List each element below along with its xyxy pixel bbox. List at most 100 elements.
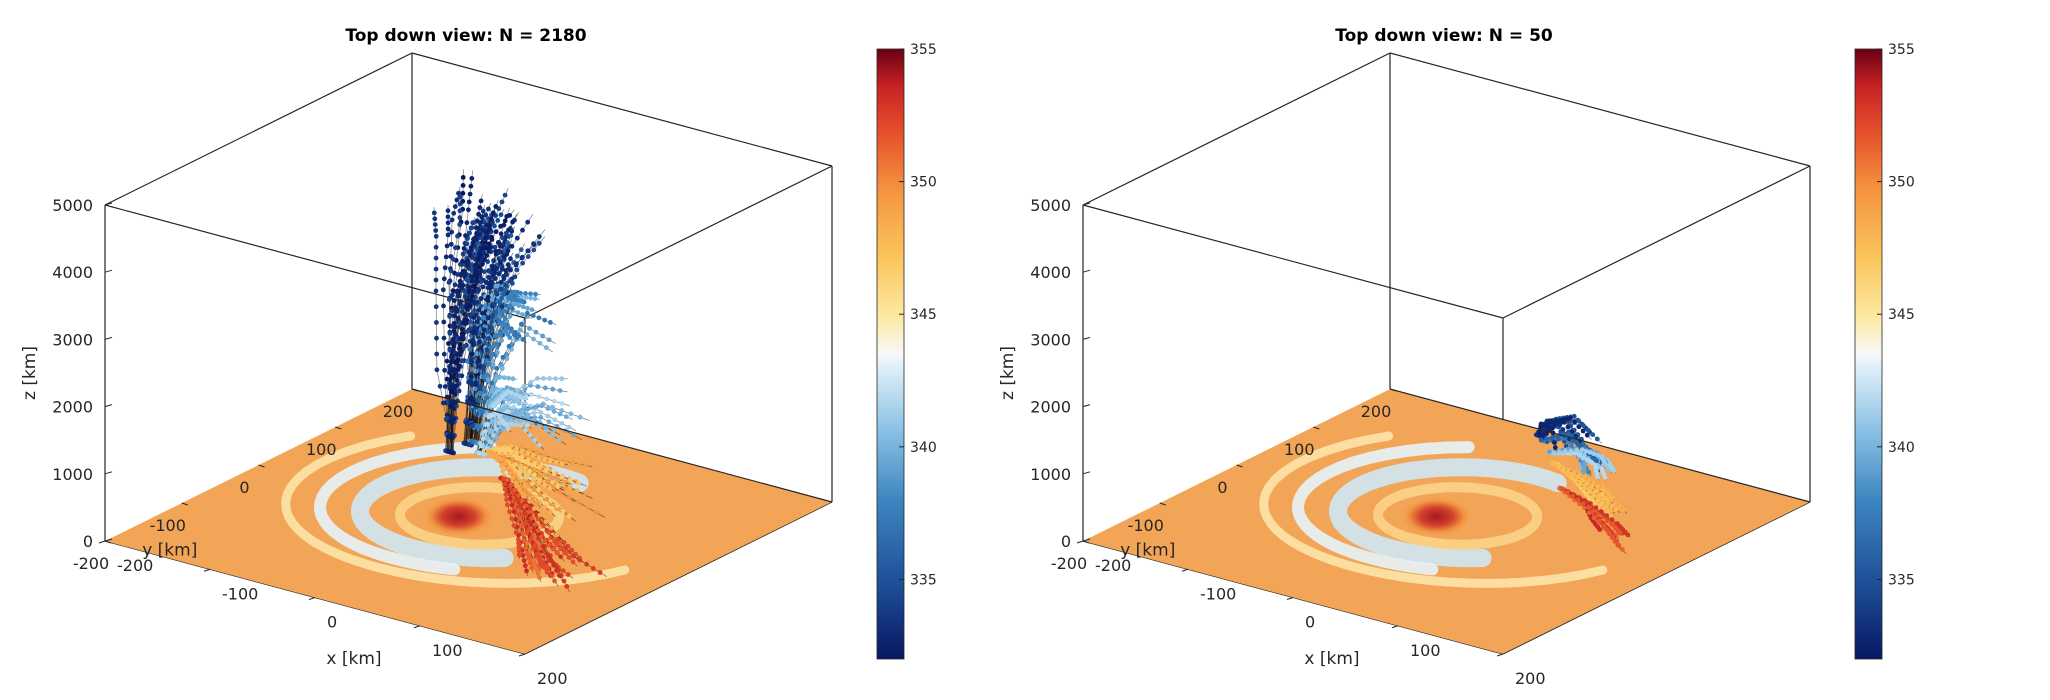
- trajectory-point: [481, 451, 487, 457]
- x-tick: [413, 625, 421, 629]
- trajectory-point: [530, 496, 536, 502]
- trajectory-point: [531, 336, 536, 342]
- trajectory-point: [1602, 475, 1608, 480]
- y-tick-label: 0: [239, 478, 249, 497]
- trajectory-point: [537, 473, 543, 479]
- box-edge: [1502, 501, 1811, 655]
- trajectory-point: [1597, 527, 1602, 532]
- trajectory-point: [449, 354, 454, 360]
- trajectory-point: [509, 422, 515, 427]
- trajectory-point: [446, 297, 452, 302]
- trajectory-point: [536, 455, 542, 461]
- trajectory-point: [432, 222, 438, 228]
- trajectory-point: [560, 508, 566, 514]
- trajectory-point: [489, 419, 495, 425]
- trajectory-point: [524, 332, 530, 337]
- z-tick-label: 2000: [52, 398, 93, 417]
- trajectory-point: [524, 550, 530, 556]
- trajectory-point: [1583, 482, 1588, 488]
- trajectory-point: [542, 504, 548, 510]
- trajectory-point: [478, 423, 484, 429]
- trajectory-point: [547, 376, 552, 381]
- trajectory-point: [433, 288, 439, 294]
- trajectory-point: [452, 282, 458, 288]
- trajectory-point: [502, 288, 508, 293]
- trajectory-point: [554, 484, 560, 490]
- trajectory-point: [1597, 518, 1602, 524]
- trajectory-point: [452, 204, 458, 210]
- z-axis: 0 1000 2000 3000 4000 5000 z [km]: [998, 196, 1091, 551]
- trajectory-point: [562, 550, 568, 556]
- trajectory-point: [501, 308, 507, 314]
- trajectory-point: [1595, 498, 1600, 504]
- trajectory-point: [497, 243, 503, 249]
- trajectory-point: [534, 501, 540, 506]
- trajectory-point: [548, 573, 554, 579]
- trajectory-point: [472, 386, 477, 392]
- trajectory-line: [507, 479, 562, 558]
- trajectory-point: [450, 348, 456, 353]
- trajectory-point: [1592, 489, 1598, 495]
- trajectory-point: [450, 292, 455, 298]
- trajectory-point: [570, 559, 576, 565]
- trajectory-point: [484, 395, 490, 400]
- trajectory-point: [528, 291, 533, 297]
- trajectory-point: [551, 408, 557, 414]
- trajectory-point: [473, 380, 479, 386]
- trajectory-point: [522, 521, 527, 527]
- trajectory-point: [460, 175, 466, 180]
- trajectory-point: [1595, 474, 1600, 480]
- trajectory-point: [534, 566, 539, 572]
- warm-core: [422, 496, 495, 537]
- y-tick: [104, 540, 112, 544]
- trajectory-point: [553, 376, 558, 381]
- trajectory-point: [477, 385, 483, 390]
- trajectory-point: [1605, 499, 1610, 505]
- trajectory-point: [482, 257, 487, 262]
- trajectory-point: [1584, 432, 1590, 438]
- trajectory-point: [434, 351, 440, 357]
- colorbar-tick-label: 345: [910, 307, 937, 323]
- z-tick: [104, 269, 113, 273]
- trajectory-point: [507, 313, 513, 319]
- y-axis-label: y [km]: [1120, 541, 1175, 561]
- x-tick-label: 100: [1410, 641, 1441, 660]
- trajectory-point: [520, 304, 526, 310]
- trajectory-point: [1544, 436, 1549, 442]
- trajectory-point: [494, 400, 499, 406]
- colorbar-tick-label: 350: [910, 175, 937, 191]
- trajectory-point: [520, 312, 525, 317]
- trajectory-point: [1613, 501, 1619, 506]
- trajectory-point: [498, 286, 504, 292]
- trajectory-point: [556, 437, 562, 443]
- trajectory-point: [1589, 509, 1595, 515]
- trajectory-point: [490, 362, 496, 367]
- y-tick-label: -200: [73, 554, 109, 573]
- trajectory-point: [470, 337, 476, 343]
- trajectory-point: [478, 198, 484, 204]
- trajectory-point: [448, 364, 453, 370]
- z-tick: [1082, 269, 1091, 273]
- trajectory-point: [517, 394, 523, 399]
- trajectory-point: [480, 240, 485, 246]
- box-edge: [411, 388, 833, 503]
- trajectory-point: [532, 296, 538, 302]
- trajectory-point: [1562, 449, 1568, 455]
- trajectory-point: [531, 527, 537, 533]
- trajectory-point: [516, 497, 521, 503]
- trajectory-point: [485, 372, 490, 378]
- trajectory-point: [563, 414, 569, 420]
- trajectory-point: [571, 432, 576, 438]
- trajectory-point: [493, 309, 499, 315]
- trajectory-point: [501, 222, 507, 228]
- trajectory-point: [518, 247, 524, 253]
- z-tick-label: 1000: [52, 465, 93, 484]
- trajectory-point: [498, 331, 503, 337]
- trajectory-point: [467, 379, 473, 384]
- trajectory-point: [550, 433, 555, 438]
- trajectory-point: [502, 461, 507, 467]
- trajectory-point: [525, 422, 530, 428]
- trajectory-point: [479, 214, 485, 220]
- trajectory-point: [1593, 514, 1599, 519]
- trajectory-point: [485, 315, 491, 321]
